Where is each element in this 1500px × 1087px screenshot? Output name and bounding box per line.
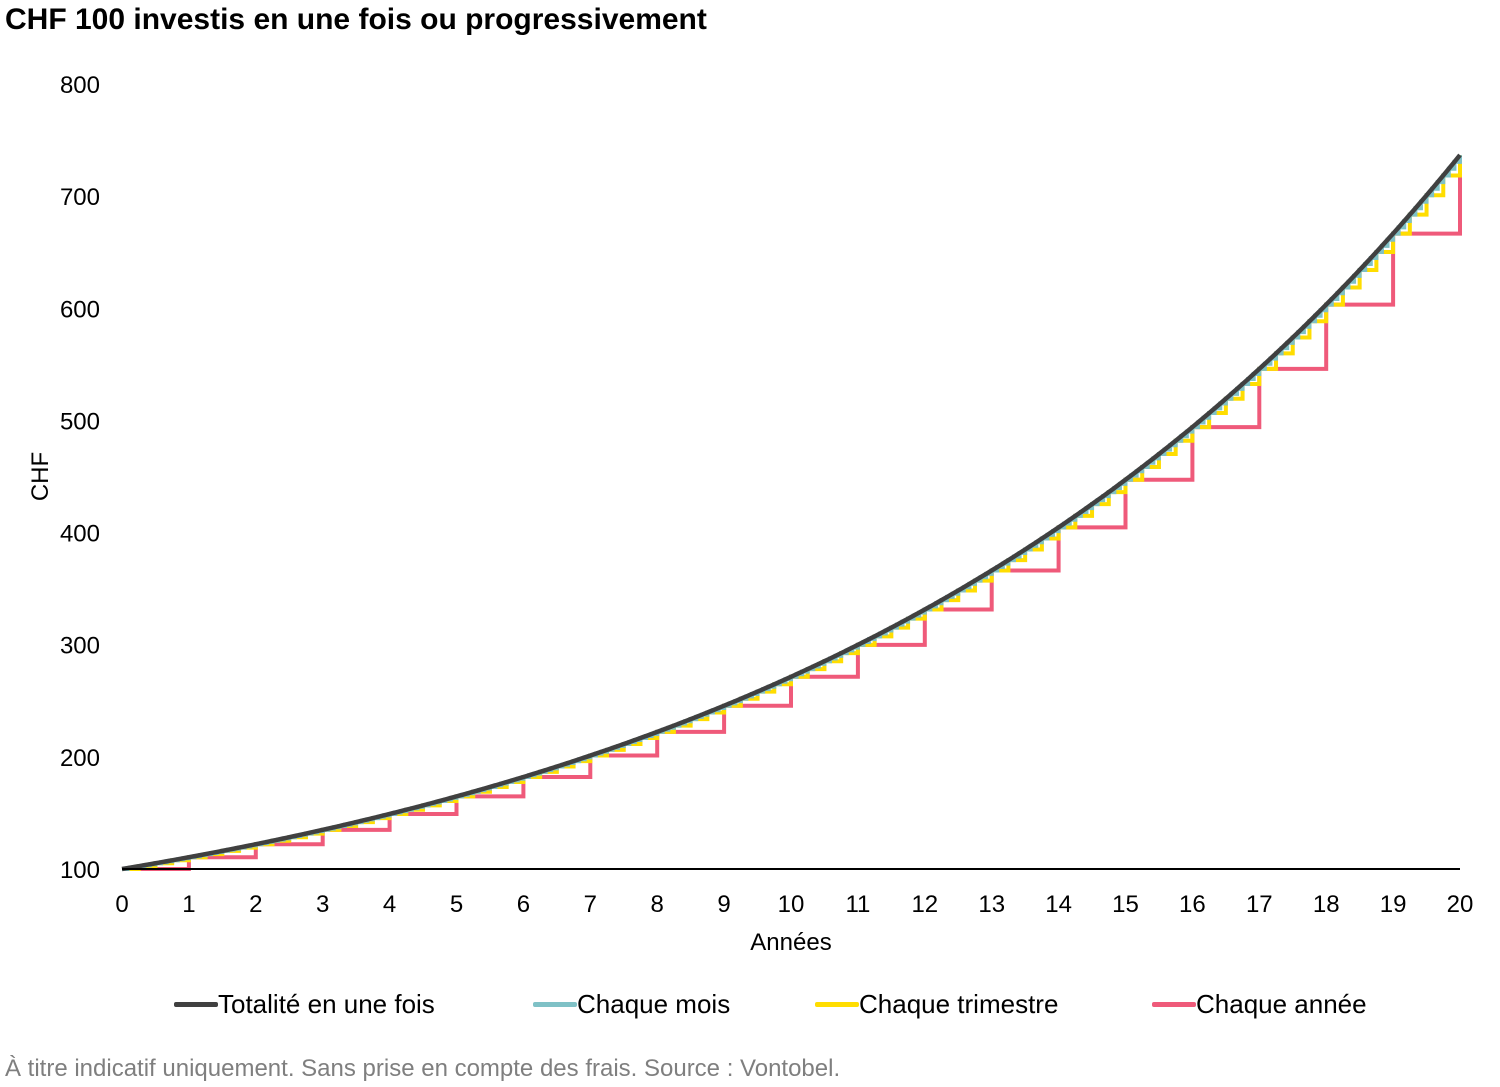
x-tick-label: 17 <box>1246 891 1273 918</box>
y-tick-label: 100 <box>60 857 100 884</box>
x-tick-label: 9 <box>717 891 730 918</box>
x-tick-label: 8 <box>651 891 664 918</box>
x-axis-label: Années <box>750 929 831 956</box>
series-layer <box>121 153 1462 872</box>
x-tick-label: 14 <box>1045 891 1072 918</box>
x-tick-label: 11 <box>845 891 870 918</box>
y-tick-label: 500 <box>60 408 100 435</box>
legend-item-quarterly: Chaque trimestre <box>815 984 1058 1024</box>
x-tick-label: 3 <box>316 891 329 918</box>
series-line-lump_sum <box>121 153 1462 872</box>
x-tick-label: 5 <box>450 891 463 918</box>
x-tick-label: 4 <box>383 891 396 918</box>
x-tick-label: 19 <box>1380 891 1407 918</box>
series-line-yearly <box>122 155 1462 871</box>
x-tick-label: 1 <box>182 891 195 918</box>
footnote: À titre indicatif uniquement. Sans prise… <box>5 1055 841 1082</box>
series-line-monthly <box>122 155 1462 871</box>
y-tick-label: 200 <box>60 745 100 772</box>
legend: Totalité en une fois Chaque mois Chaque … <box>0 984 1500 1024</box>
series-line-quarterly <box>122 155 1462 871</box>
x-tick-label: 10 <box>778 891 805 918</box>
legend-label-monthly: Chaque mois <box>577 988 731 1019</box>
legend-item-monthly: Chaque mois <box>533 984 730 1024</box>
x-tick-label: 6 <box>517 891 530 918</box>
y-tick-label: 700 <box>60 184 100 211</box>
x-tick-label: 2 <box>249 891 262 918</box>
x-tick-label: 18 <box>1313 891 1340 918</box>
chart-title: CHF 100 investis en une fois ou progress… <box>5 3 707 36</box>
y-tick-label: 400 <box>60 521 100 548</box>
x-axis-ticks: 0 1 2 3 4 5 6 7 8 9 10 11 12 13 14 15 16 17 18 19 20 <box>115 891 1473 918</box>
legend-item-yearly: Chaque année <box>1152 984 1367 1024</box>
legend-swatch-monthly <box>533 1001 577 1007</box>
x-tick-label: 15 <box>1112 891 1139 918</box>
x-tick-label: 0 <box>115 891 128 918</box>
y-axis-ticks: 100 200 300 400 500 600 700 800 <box>60 72 100 884</box>
x-tick-label: 16 <box>1179 891 1206 918</box>
y-tick-label: 600 <box>60 296 100 323</box>
x-tick-label: 13 <box>978 891 1005 918</box>
y-tick-label: 800 <box>60 72 100 99</box>
x-tick-label: 20 <box>1447 891 1474 918</box>
legend-swatch-lump-sum <box>174 1001 218 1007</box>
legend-swatch-quarterly <box>815 1001 859 1007</box>
legend-swatch-yearly <box>1152 1001 1196 1007</box>
legend-label-lump-sum: Totalité en une fois <box>218 988 435 1019</box>
y-tick-label: 300 <box>60 633 100 660</box>
y-axis-label: CHF <box>27 452 54 501</box>
x-tick-label: 7 <box>584 891 597 918</box>
legend-label-yearly: Chaque année <box>1196 988 1367 1019</box>
legend-label-quarterly: Chaque trimestre <box>859 988 1059 1019</box>
legend-item-lump-sum: Totalité en une fois <box>174 984 435 1024</box>
x-tick-label: 12 <box>911 891 938 918</box>
